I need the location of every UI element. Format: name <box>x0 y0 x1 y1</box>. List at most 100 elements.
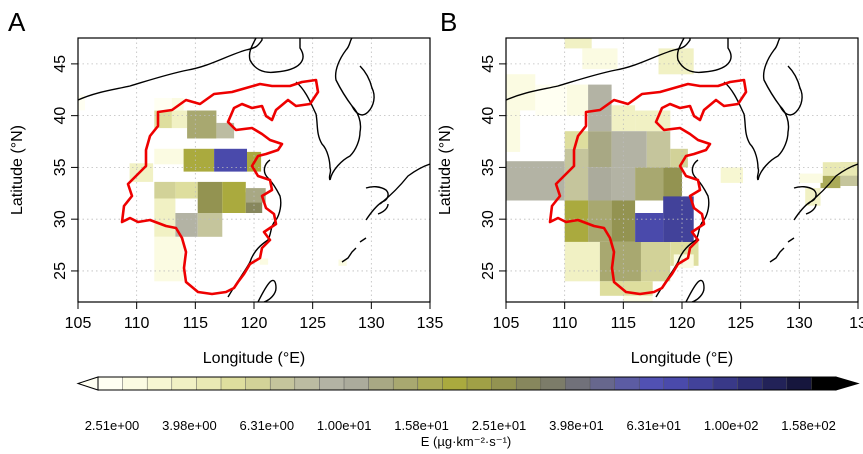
y-axis-label-a: Latitude (°N) <box>9 125 26 215</box>
y-tick-label: 45 <box>52 55 69 73</box>
x-tick-label: 125 <box>299 315 326 332</box>
colorbar-tick-label: 1.00e+01 <box>317 418 372 433</box>
emission-cell <box>154 181 176 199</box>
y-tick-label: 35 <box>480 158 497 176</box>
emission-cell <box>506 110 521 152</box>
emission-cell <box>78 94 85 111</box>
y-tick-label: 25 <box>480 262 497 280</box>
emission-cell <box>611 200 636 242</box>
x-tick-label: 105 <box>65 315 92 332</box>
colorbar-swatch <box>491 377 517 390</box>
colorbar-swatch <box>442 377 468 390</box>
x-tick-label: 135 <box>417 315 444 332</box>
colorbar-arrow-right <box>835 376 860 391</box>
x-tick-label: 130 <box>358 315 385 332</box>
emission-cell <box>567 84 589 116</box>
emission-cell <box>611 105 636 132</box>
x-tick-label: 125 <box>727 315 754 332</box>
colorbar-swatch <box>663 377 689 390</box>
colorbar-swatch <box>614 377 640 390</box>
emission-cell <box>611 131 647 168</box>
x-axis-label-a: Longitude (°E) <box>203 350 305 367</box>
emission-cell <box>154 236 184 282</box>
y-tick-label: 40 <box>480 107 497 125</box>
emission-cell <box>635 213 664 242</box>
colorbar-label: E (µg·km⁻²·s⁻¹) <box>421 434 512 449</box>
emission-cell <box>175 181 198 199</box>
x-tick-label: 13 <box>849 315 863 332</box>
y-axis-b: 25 30 35 40 45 <box>480 55 506 280</box>
colorbar-swatch <box>319 377 345 390</box>
colorbar-swatch <box>590 377 615 390</box>
emission-cell <box>197 213 223 237</box>
colorbar-swatch <box>98 377 123 390</box>
colorbar-swatch <box>196 377 222 390</box>
emission-cell <box>216 122 235 139</box>
colorbar-swatch <box>171 377 197 390</box>
x-tick-label: 120 <box>669 315 696 332</box>
colorbar-ticks: 2.51e+00 3.98e+00 6.31e+00 1.00e+01 1.58e+01… <box>85 418 836 433</box>
x-tick-label: 120 <box>241 315 268 332</box>
colorbar-swatch <box>516 377 542 390</box>
emission-cell <box>720 167 743 183</box>
emission-cell <box>222 181 246 213</box>
emission-cell <box>599 242 641 282</box>
colorbar-tick-label: 2.51e+00 <box>85 418 140 433</box>
colorbar-swatch <box>540 377 566 390</box>
colorbar-swatch <box>639 377 665 390</box>
region-boundary-b <box>548 78 748 296</box>
emission-cell <box>635 167 664 201</box>
colorbar-swatch <box>122 377 148 390</box>
emission-cell <box>582 48 618 70</box>
x-axis-label-b: Longitude (°E) <box>631 350 733 367</box>
emission-cell <box>154 98 172 111</box>
emission-cell <box>187 110 217 139</box>
colorbar-swatch <box>270 377 296 390</box>
emission-cell <box>799 173 823 183</box>
emission-cell <box>564 242 600 282</box>
x-tick-label: 115 <box>611 315 637 332</box>
emission-cell <box>640 242 671 282</box>
y-tick-label: 30 <box>52 210 69 228</box>
y-tick-label: 25 <box>52 262 69 280</box>
emission-cell <box>564 148 589 201</box>
emission-cell <box>171 110 188 129</box>
emission-cell <box>175 213 198 237</box>
emission-cell <box>588 131 612 168</box>
y-tick-label: 40 <box>52 107 69 125</box>
colorbar-swatch <box>467 377 492 390</box>
x-tick-label: 115 <box>183 315 209 332</box>
map-panel-b: B 105 110 115 120 125 130 13 25 30 35 40 45 Longit… <box>437 7 863 367</box>
emission-cell <box>663 167 682 201</box>
colorbar-swatch <box>147 377 173 390</box>
colorbar-swatch <box>737 377 763 390</box>
emission-cell <box>822 162 858 176</box>
colorbar-swatch <box>417 377 443 390</box>
colorbar: 2.51e+00 3.98e+00 6.31e+00 1.00e+01 1.58e+01… <box>76 376 860 449</box>
x-tick-label: 130 <box>786 315 813 332</box>
emission-cell <box>171 98 184 111</box>
x-tick-label: 105 <box>493 315 520 332</box>
y-tick-label: 45 <box>480 55 497 73</box>
colorbar-frame <box>97 376 837 391</box>
colorbar-arrow-left <box>76 376 99 391</box>
y-axis-label-b: Latitude (°N) <box>437 125 454 215</box>
emission-cell <box>599 281 653 296</box>
emission-cell <box>588 167 612 201</box>
emission-cell <box>588 84 612 132</box>
coastline-b <box>506 38 858 302</box>
colorbar-swatch <box>565 377 591 390</box>
colorbar-swatch <box>688 377 714 390</box>
colorbar-swatches <box>76 376 860 391</box>
emission-cell <box>564 38 592 49</box>
emission-cell <box>646 131 671 168</box>
colorbar-swatch <box>762 377 788 390</box>
map-panel-a: A 105 110 115 120 125 130 135 25 30 35 40 45 Longi… <box>8 7 443 367</box>
colorbar-tick-label: 1.58e+01 <box>394 418 449 433</box>
emission-cell <box>623 295 653 302</box>
colorbar-tick-label: 1.00e+02 <box>704 418 759 433</box>
panel-label-b: B <box>440 7 457 37</box>
emission-cell <box>197 181 223 213</box>
emission-cell <box>805 188 821 206</box>
